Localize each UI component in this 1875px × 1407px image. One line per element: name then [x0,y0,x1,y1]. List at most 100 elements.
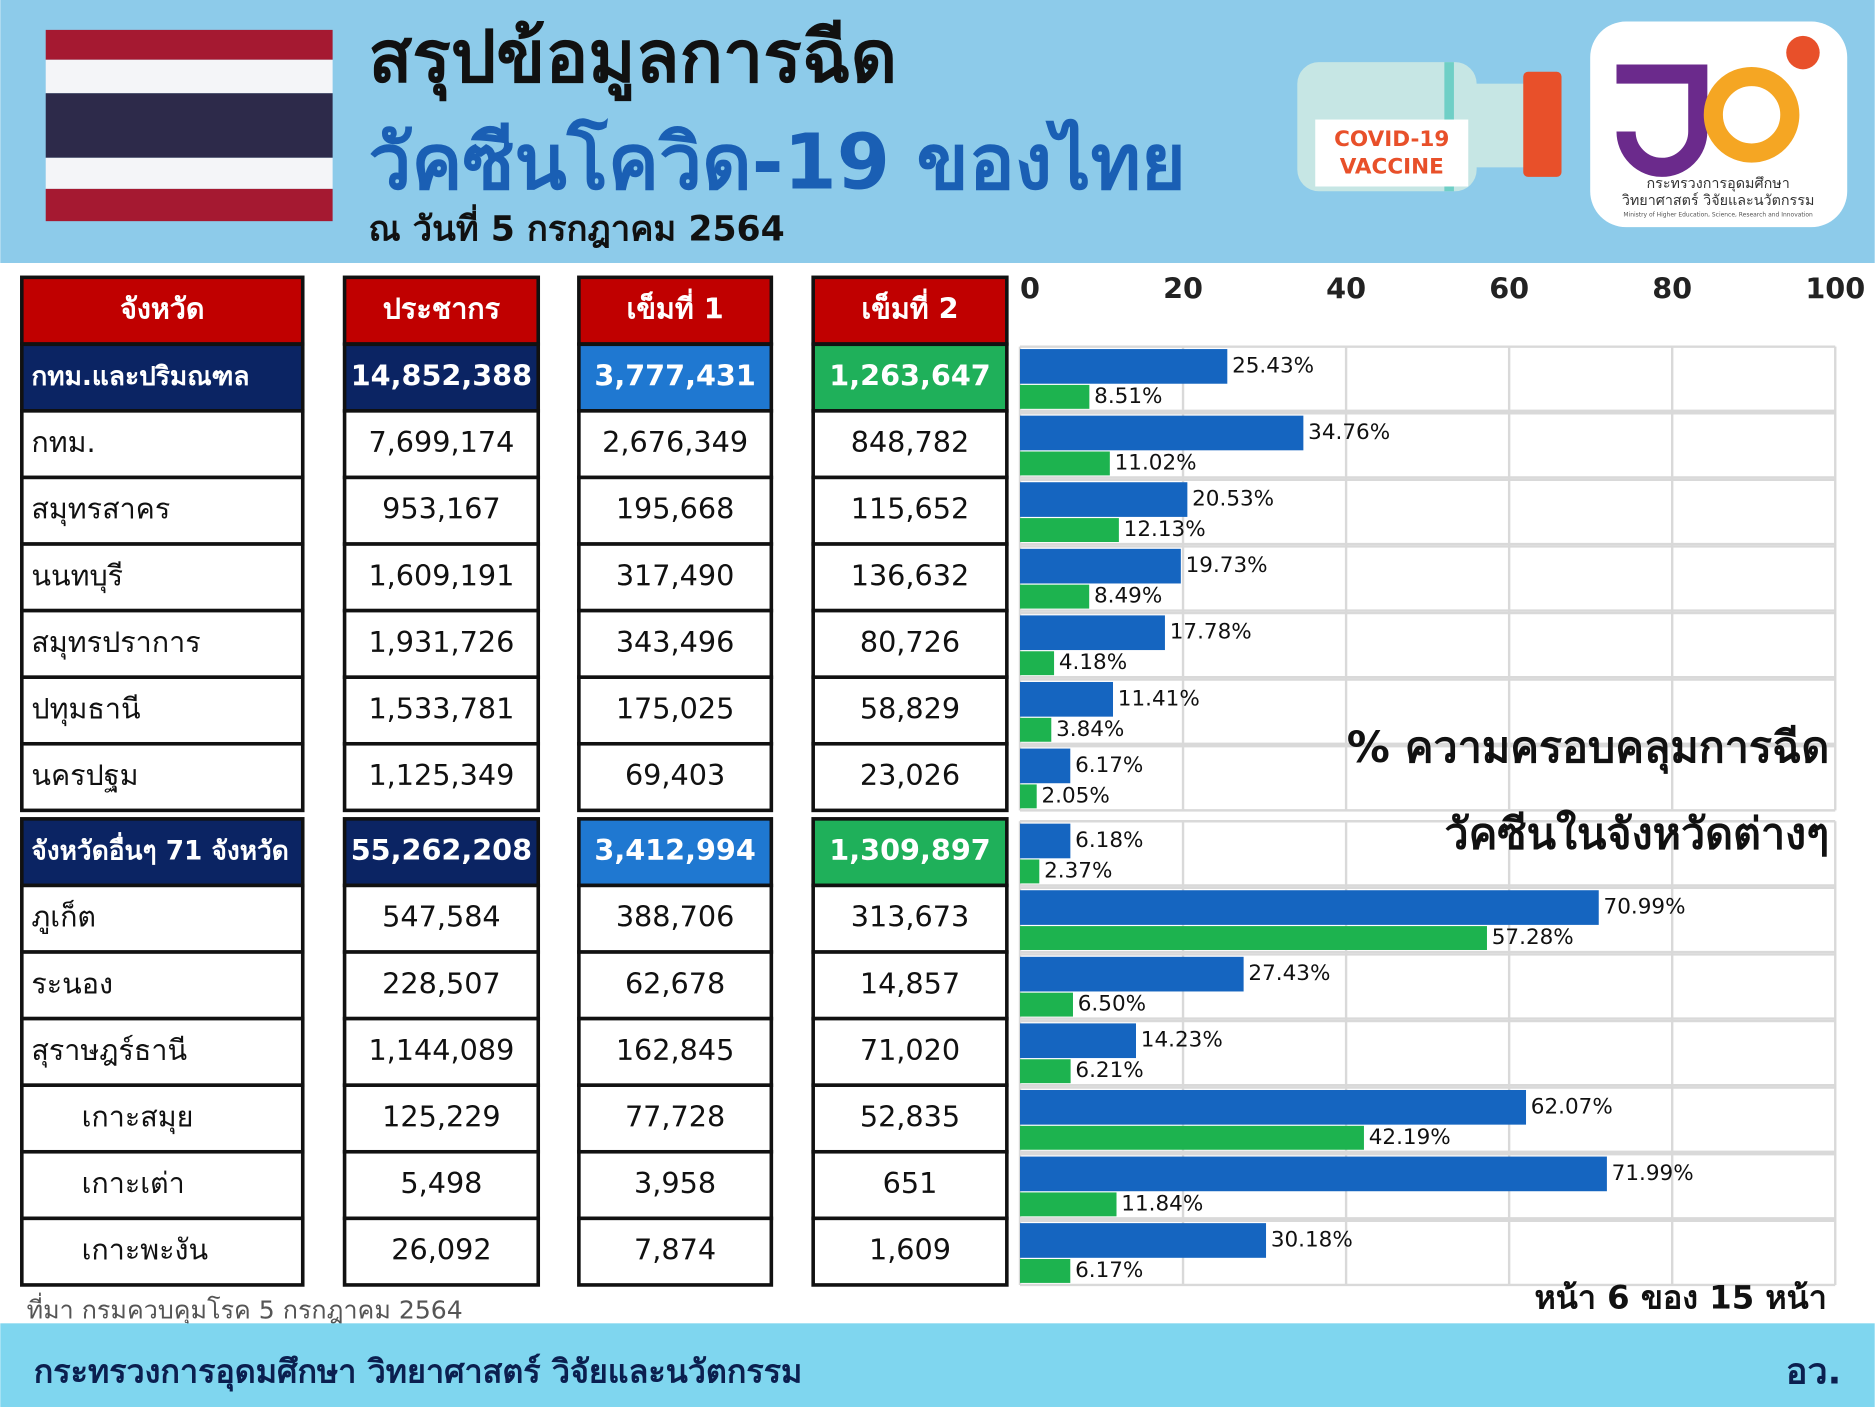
cell [20,542,305,613]
bar [1019,1156,1607,1192]
cell [577,475,774,546]
province-name: กทม.และปริมณฑล [31,362,249,392]
bar [1019,784,1037,809]
logo-mark [1703,66,1800,163]
cell-value: 317,490 [616,558,735,592]
value-label: 8.49% [1094,584,1162,609]
source: ที่มา กรมควบคุมโรค 5 กรกฎาคม 2564 [27,1292,463,1325]
value-label: 6.21% [1075,1058,1143,1083]
value-label: 6.17% [1075,1258,1143,1283]
cell-value: 1,144,089 [368,1033,514,1067]
cell-value: 69,403 [625,758,725,792]
cell [811,741,1009,813]
cell [342,608,541,679]
total-cell [342,342,541,413]
cell [577,883,774,954]
bar [1019,451,1110,476]
cell-value: 1,931,726 [368,625,514,659]
cell-value: 7,699,174 [368,425,514,459]
cell [577,1083,774,1154]
cell-value: 848,782 [851,425,970,459]
cell [811,1016,1009,1087]
cell [577,675,774,746]
cell [577,1149,774,1221]
header-label: เข็มที่ 2 [861,288,958,326]
province-name: สุราษฎร์ธานี [31,1033,187,1068]
province-name: นนทบุรี [31,558,123,593]
cell-value: 651 [883,1166,938,1200]
bar [1019,584,1090,609]
cell [20,1083,305,1154]
x-tick-label: 40 [1326,271,1366,305]
logo-text: กระทรวงการอุดมศึกษา [1646,176,1789,192]
value-label: 4.18% [1059,650,1127,675]
bar [1019,548,1181,584]
header-cell [342,275,541,346]
cell-value: 115,652 [851,492,970,526]
cell-value: 80,726 [860,625,960,659]
x-tick-label: 60 [1489,271,1529,305]
cell [342,950,541,1021]
bar [1019,926,1487,950]
cell-value: 3,412,994 [594,833,755,867]
flag-stripe [45,93,333,158]
cell-value: 547,584 [382,900,501,934]
value-label: 6.18% [1075,828,1143,853]
value-label: 17.78% [1170,620,1252,645]
cell [20,950,305,1021]
cell-value: 55,262,208 [351,833,532,867]
vaccine-label: COVID-19 [1334,127,1449,152]
flag-stripe [45,29,333,60]
cell [342,883,541,954]
bottle-cap [1523,71,1562,177]
chart-title: % ความครอบคลุมการฉีด [1347,723,1830,775]
cell [342,542,541,613]
cell [20,883,305,954]
logo-mark [1616,64,1708,177]
cell-value: 343,496 [616,625,735,659]
bottle-label [1315,119,1469,187]
cell [577,1216,774,1287]
province-name: ภูเก็ต [31,899,96,935]
bar [1019,859,1040,884]
page-number: หน้า 6 ของ 15 หน้า [1535,1278,1827,1316]
cell-value: 1,609,191 [368,558,514,592]
province-name: กทม. [31,425,95,459]
bar [1019,1192,1117,1217]
vaccine-label: VACCINE [1340,154,1444,179]
province-name: ระนอง [31,966,113,1000]
bar [1019,1259,1071,1283]
value-label: 57.28% [1492,925,1574,950]
cell [342,475,541,546]
value-label: 8.51% [1094,384,1162,409]
value-label: 11.84% [1121,1191,1203,1216]
header-label: จังหวัด [120,292,204,326]
bottle-neck [1470,83,1525,168]
cell [577,608,774,679]
x-tick-label: 80 [1652,271,1692,305]
bar [1019,651,1055,676]
title: สรุปข้อมูลการฉีด [368,15,897,102]
cell [342,1083,541,1154]
cell [20,1149,305,1221]
province-name: ปทุมธานี [31,691,140,726]
bar [1019,349,1228,384]
cell-value: 953,167 [382,492,501,526]
cell-value: 125,229 [382,1099,501,1133]
value-label: 19.73% [1186,553,1268,578]
x-tick-label: 20 [1163,271,1203,305]
bar [1019,1089,1527,1125]
cell-value: 62,678 [625,966,725,1000]
bar [1019,890,1599,925]
cell-value: 2,676,349 [602,425,748,459]
footer-background [0,1323,1875,1407]
value-label: 70.99% [1604,895,1686,920]
footer-abbr: อว. [1786,1352,1841,1393]
cell [577,1016,774,1087]
value-label: 20.53% [1192,487,1274,512]
cell-value: 14,857 [860,966,960,1000]
value-label: 6.17% [1075,753,1143,778]
bar [1019,518,1119,542]
